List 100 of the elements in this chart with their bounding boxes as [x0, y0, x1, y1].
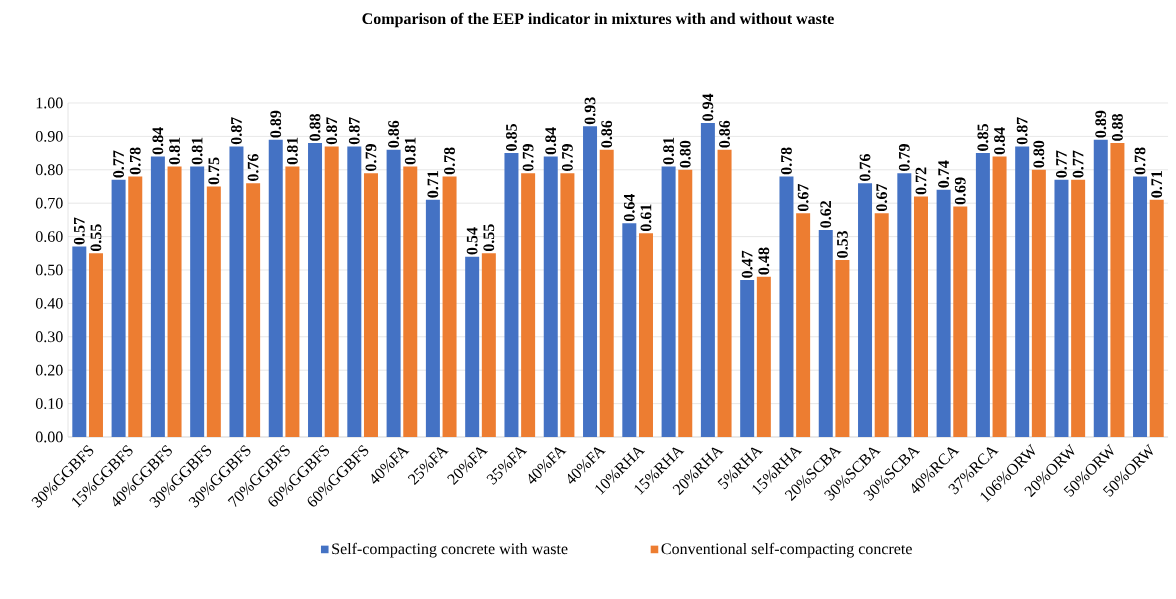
- data-label: 0.81: [191, 137, 203, 165]
- bar: [599, 149, 614, 437]
- bar: [992, 156, 1007, 437]
- bar: [1031, 169, 1046, 437]
- y-tick-label: 1.00: [36, 97, 63, 109]
- data-label: 0.53: [836, 230, 848, 258]
- bar: [975, 153, 990, 437]
- bar: [583, 126, 598, 437]
- bar: [206, 186, 221, 437]
- bar: [442, 176, 457, 437]
- y-tick-label: 0.00: [35, 431, 63, 443]
- data-label: 0.77: [1056, 150, 1067, 178]
- bar: [622, 223, 637, 437]
- data-label: 0.77: [113, 150, 125, 178]
- bar: [818, 229, 833, 437]
- bar: [425, 199, 440, 437]
- legend-label: Conventional self-compacting concrete: [661, 542, 912, 558]
- data-label: 0.89: [1095, 110, 1107, 138]
- data-label: 0.84: [545, 127, 557, 155]
- data-label: 0.81: [169, 137, 180, 165]
- data-label: 0.54: [466, 227, 478, 255]
- bar: [858, 183, 873, 437]
- data-label: 0.62: [820, 201, 832, 228]
- data-label: 0.55: [90, 224, 102, 252]
- bar: [150, 156, 165, 437]
- data-label: 0.57: [73, 217, 85, 245]
- bar: [128, 176, 143, 437]
- y-tick-label: 0.20: [35, 364, 63, 376]
- data-label: 0.94: [702, 93, 714, 121]
- data-label: 0.84: [994, 127, 1005, 155]
- data-label: 0.88: [309, 114, 321, 141]
- bar: [324, 146, 339, 437]
- data-label: 0.78: [129, 147, 141, 175]
- data-label: 0.80: [1033, 140, 1045, 168]
- bar: [465, 256, 480, 437]
- data-label: 0.86: [719, 120, 730, 148]
- data-label: 0.77: [1072, 150, 1084, 178]
- y-tick-label: 0.60: [35, 231, 63, 243]
- bar: [953, 206, 968, 437]
- data-label: 0.89: [270, 110, 282, 138]
- data-label: 0.47: [741, 250, 753, 278]
- data-label: 0.79: [522, 144, 534, 171]
- data-label: 0.61: [640, 204, 652, 232]
- bar: [190, 166, 205, 437]
- y-tick-label: 0.90: [35, 130, 63, 142]
- legend-label: Self-compacting concrete with waste: [332, 542, 568, 558]
- data-label: 0.79: [898, 144, 910, 171]
- data-label: 0.69: [954, 177, 966, 205]
- bar: [229, 146, 244, 437]
- y-tick-label: 0.40: [35, 297, 63, 309]
- data-label: 0.71: [427, 171, 439, 198]
- bar: [936, 189, 951, 437]
- bar: [1110, 143, 1125, 437]
- chart-title: Comparison of the EEP indicator in mixtures with and without waste: [362, 12, 834, 28]
- bar: [1015, 146, 1030, 437]
- data-label: 0.86: [388, 120, 400, 148]
- data-label: 0.71: [1151, 171, 1163, 198]
- data-label: 0.64: [623, 193, 635, 222]
- bar: [874, 213, 889, 437]
- data-label: 0.84: [152, 127, 164, 155]
- data-label: 0.93: [584, 97, 596, 125]
- data-label: 0.67: [797, 184, 809, 212]
- bar: [717, 149, 732, 437]
- bar: [661, 166, 676, 437]
- bar: [88, 253, 103, 437]
- bar: [1149, 199, 1164, 437]
- bar: [285, 166, 300, 437]
- data-label: 0.55: [483, 224, 495, 252]
- bar: [246, 183, 261, 437]
- bar: [167, 166, 182, 437]
- bar: [897, 173, 912, 437]
- bar: [638, 233, 653, 437]
- bar: [363, 173, 378, 437]
- bar: [72, 246, 87, 437]
- data-label: 0.85: [506, 124, 517, 151]
- data-label: 0.88: [1111, 114, 1123, 141]
- data-label: 0.74: [938, 160, 950, 188]
- data-label: 0.79: [561, 144, 573, 171]
- bar: [403, 166, 418, 437]
- y-tick-label: 0.50: [35, 264, 63, 276]
- bar: [543, 156, 558, 437]
- bar: [796, 213, 811, 437]
- data-label: 0.75: [208, 157, 220, 185]
- bar: [678, 169, 693, 437]
- data-label: 0.87: [1016, 117, 1028, 145]
- data-label: 0.72: [915, 167, 927, 195]
- y-tick-label: 0.70: [35, 197, 63, 209]
- data-label: 0.81: [404, 137, 416, 165]
- bar: [481, 253, 496, 437]
- y-tick-label: 0.10: [35, 398, 63, 410]
- bar: [386, 149, 401, 437]
- bar: [835, 259, 850, 437]
- bar: [111, 179, 126, 437]
- bar: [504, 153, 519, 437]
- data-label: 0.87: [348, 117, 360, 145]
- data-label: 0.81: [663, 137, 675, 165]
- bar: [740, 280, 755, 437]
- data-label: 0.87: [231, 117, 242, 145]
- bar: [779, 176, 794, 437]
- data-label: 0.78: [1134, 147, 1146, 175]
